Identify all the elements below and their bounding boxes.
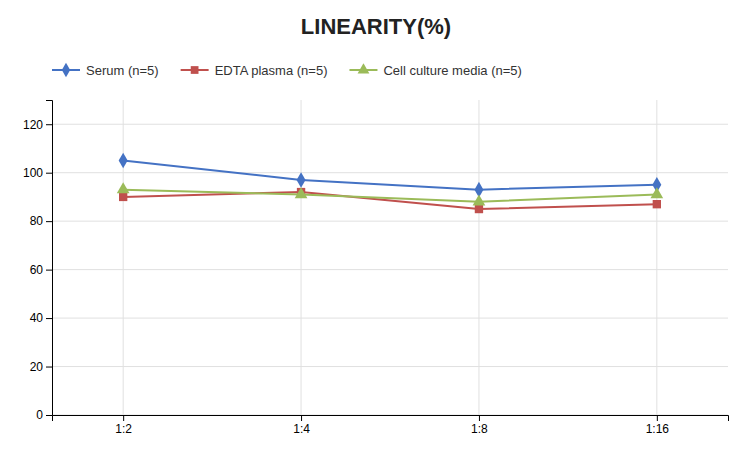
y-tick: 40 — [30, 311, 52, 325]
point — [297, 172, 306, 188]
chart-container: LINEARITY(%) 0 20 40 60 80 100 120 1:2 1:4 1:8 1:16… — [0, 0, 752, 451]
y-tick-mark — [46, 173, 52, 174]
series — [119, 153, 662, 198]
y-axis: 0 20 40 60 80 100 120 — [23, 101, 53, 423]
y-tick: 20 — [30, 360, 52, 374]
series — [117, 182, 663, 205]
y-tick-mark — [46, 270, 52, 271]
x-tick-label: 1:2 — [115, 422, 132, 436]
point — [473, 194, 486, 205]
grid-line-y — [52, 172, 728, 173]
x-axis-line — [53, 416, 729, 422]
grid-line-x — [478, 100, 479, 415]
plot-area: 0 20 40 60 80 100 120 1:2 1:4 1:8 1:16 — [23, 100, 729, 436]
legend-item: Cell culture media (n=5) — [349, 63, 521, 78]
grid-line-x — [301, 100, 302, 415]
grid-line-x — [123, 100, 124, 415]
point — [119, 153, 128, 169]
grid-line-y — [52, 124, 728, 125]
y-tick-label: 40 — [30, 311, 44, 325]
x-tick-mark — [123, 415, 124, 421]
series-line — [123, 190, 657, 202]
legend-marker — [358, 63, 370, 73]
y-tick-mark — [46, 221, 52, 222]
legend-item: EDTA plasma (n=5) — [181, 63, 328, 78]
point — [119, 193, 127, 201]
y-tick: 0 — [36, 408, 52, 422]
x-tick: 1:2 — [115, 415, 132, 436]
y-tick-mark — [46, 415, 52, 416]
x-tick: 1:8 — [471, 415, 488, 436]
x-axis: 1:2 1:4 1:8 1:16 — [53, 415, 729, 436]
legend-marker — [191, 66, 199, 74]
x-tick-mark — [479, 415, 480, 421]
marks — [117, 153, 663, 213]
legend-label: Serum (n=5) — [86, 63, 159, 78]
grid-line-y — [52, 318, 728, 319]
x-tick-mark — [657, 415, 658, 421]
y-tick: 100 — [23, 166, 52, 180]
x-tick: 1:4 — [293, 415, 310, 436]
y-tick-label: 60 — [30, 263, 44, 277]
grid-line-y — [52, 269, 728, 270]
y-tick-label: 20 — [30, 360, 44, 374]
x-tick-label: 1:16 — [646, 422, 670, 436]
legend-label: EDTA plasma (n=5) — [215, 63, 328, 78]
chart-svg: LINEARITY(%) 0 20 40 60 80 100 120 1:2 1:4 1:8 1:16… — [0, 0, 752, 451]
y-tick-mark — [46, 367, 52, 368]
x-tick-mark — [301, 415, 302, 421]
y-tick-mark — [46, 124, 52, 125]
title: LINEARITY(%) — [301, 14, 451, 39]
y-tick: 60 — [30, 263, 52, 277]
x-tick: 1:16 — [646, 415, 670, 436]
grid-line-y — [52, 221, 728, 222]
y-axis-line — [46, 101, 53, 416]
y-tick-label: 120 — [23, 118, 43, 132]
x-tick-label: 1:4 — [293, 422, 310, 436]
legend: Serum (n=5) EDTA plasma (n=5) Cell culture… — [52, 63, 522, 78]
grid-line-y — [52, 366, 728, 367]
y-tick: 120 — [23, 118, 52, 132]
point — [650, 187, 663, 198]
y-tick-label: 100 — [23, 166, 43, 180]
legend-marker — [62, 63, 70, 77]
point — [117, 182, 130, 193]
y-tick-label: 80 — [30, 214, 44, 228]
y-tick-mark — [46, 318, 52, 319]
x-tick-label: 1:8 — [471, 422, 488, 436]
legend-item: Serum (n=5) — [52, 63, 159, 78]
series-line — [123, 161, 657, 190]
point — [475, 205, 483, 213]
y-tick: 80 — [30, 214, 52, 228]
grid — [52, 100, 728, 415]
legend-label: Cell culture media (n=5) — [383, 63, 521, 78]
point — [653, 200, 661, 208]
point — [295, 187, 308, 198]
series-line — [123, 192, 657, 209]
y-tick-label: 0 — [36, 408, 43, 422]
series — [119, 188, 661, 213]
grid-line-x — [656, 100, 657, 415]
